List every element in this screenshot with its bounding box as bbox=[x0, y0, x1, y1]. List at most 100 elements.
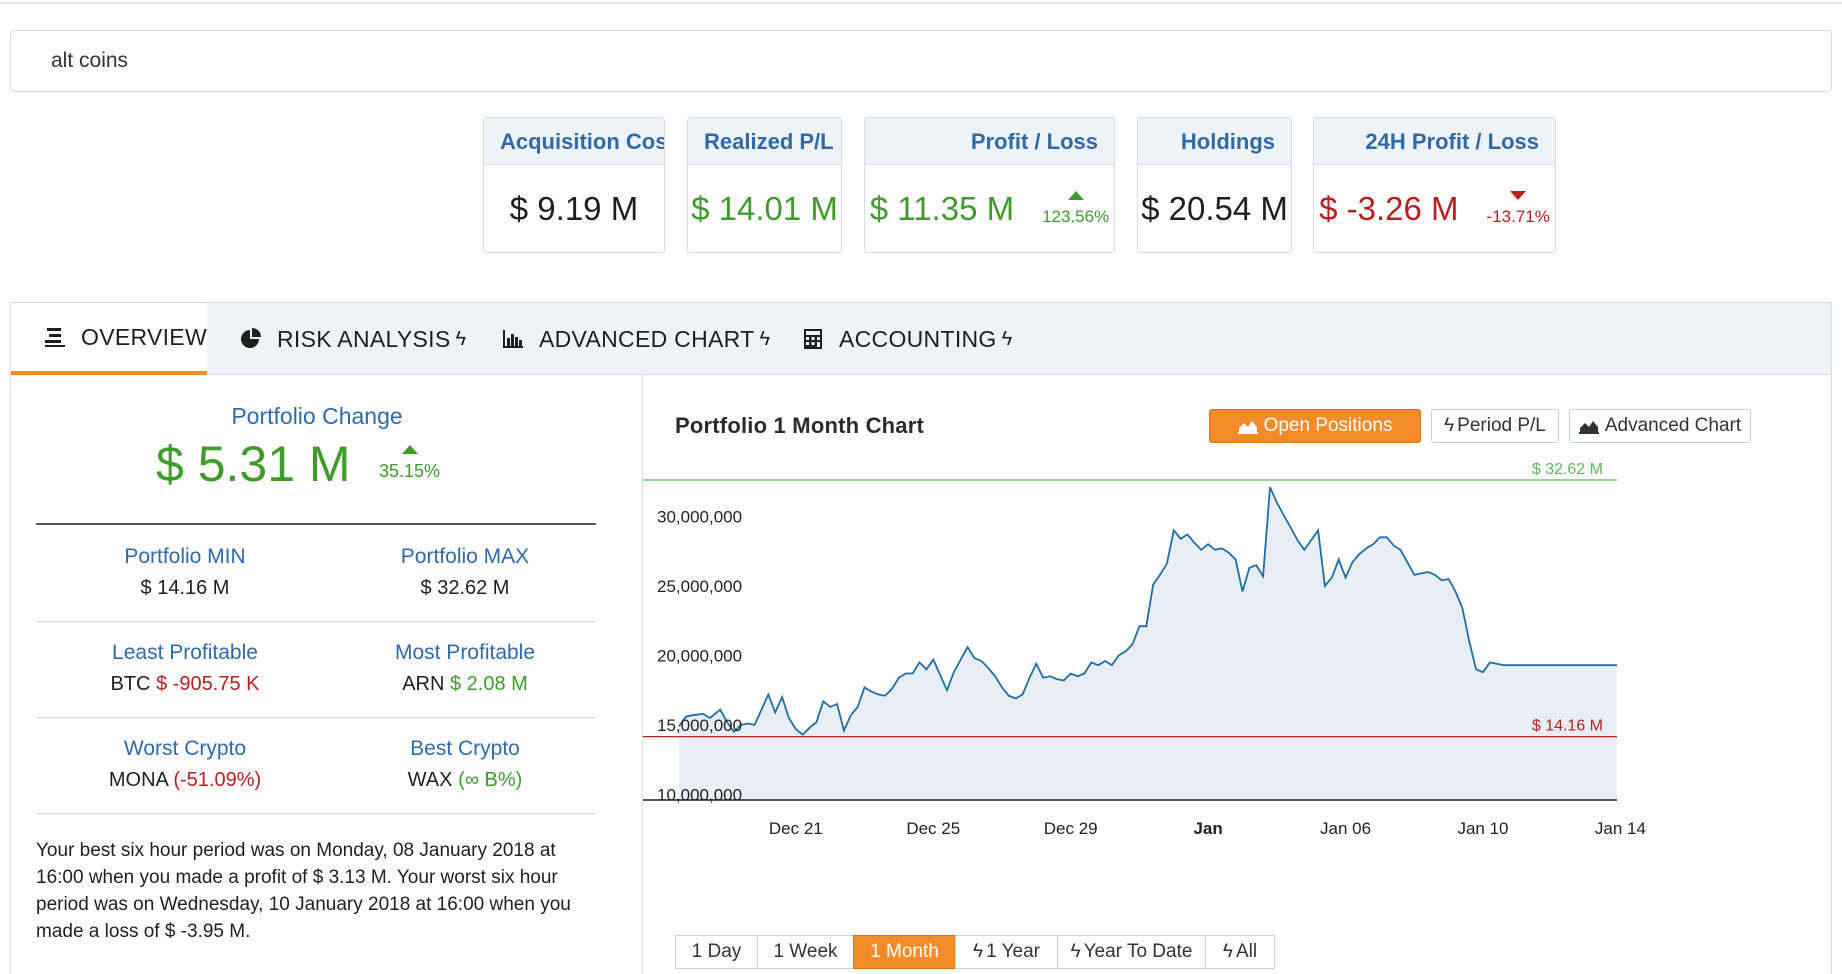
triangle-up-icon bbox=[401, 445, 418, 454]
pie-chart-icon bbox=[241, 328, 261, 348]
stat-most-profitable: Most Profitable ARN $ 2.08 M bbox=[325, 641, 605, 696]
bolt-icon: ϟ bbox=[973, 941, 984, 962]
series-area bbox=[679, 487, 1617, 800]
card-change-pct: 123.56% bbox=[1042, 207, 1110, 226]
y-tick-label: 25,000,000 bbox=[657, 577, 742, 596]
card-change: 123.56% bbox=[1042, 191, 1109, 227]
portfolio-change-value: $ 5.31 M bbox=[156, 436, 351, 492]
card-holdings: Holdings $ 20.54 M bbox=[1137, 117, 1292, 253]
main-panel: OVERVIEW RISK ANALYSIS ϟ ADVANCED CHART … bbox=[10, 302, 1832, 974]
card-label: Holdings bbox=[1138, 118, 1291, 165]
range-selector: 1 Day 1 Week 1 Month ϟ 1 Year ϟ Year To … bbox=[675, 935, 1275, 969]
stat-best-crypto: Best Crypto WAX (∞ B%) bbox=[325, 737, 605, 792]
period-pl-button[interactable]: ϟ Period P/L bbox=[1431, 409, 1559, 443]
card-label: Profit / Loss bbox=[865, 118, 1114, 165]
range-label: 1 Week bbox=[773, 941, 838, 962]
range-1-year-button[interactable]: ϟ 1 Year bbox=[955, 935, 1057, 969]
tab-overview[interactable]: OVERVIEW bbox=[11, 303, 207, 375]
stat-label: Best Crypto bbox=[410, 737, 520, 760]
range-year-to-date-button[interactable]: ϟ Year To Date bbox=[1057, 935, 1205, 969]
triangle-down-icon bbox=[1510, 191, 1527, 200]
card-24h-profit-loss: 24H Profit / Loss $ -3.26 M -13.71% bbox=[1313, 117, 1556, 253]
bar-chart-icon bbox=[503, 330, 523, 348]
stat-label: Most Profitable bbox=[394, 641, 536, 664]
stat-label: Least Profitable bbox=[112, 641, 258, 664]
overview-column: Portfolio Change $ 5.31 M 35.15% Portfol… bbox=[11, 375, 643, 974]
stat-value: $ -905.75 K bbox=[156, 673, 260, 695]
tab-label: OVERVIEW bbox=[81, 323, 207, 350]
x-tick-label: Jan bbox=[1193, 819, 1222, 838]
period-summary-text: Your best six hour period was on Monday,… bbox=[36, 840, 571, 942]
tab-accounting[interactable]: ACCOUNTING ϟ bbox=[801, 303, 1013, 375]
area-chart-icon bbox=[1578, 421, 1599, 434]
x-tick-label: Dec 29 bbox=[1044, 819, 1098, 838]
bolt-icon: ϟ bbox=[1222, 941, 1233, 962]
card-change-pct: -13.71% bbox=[1486, 207, 1550, 226]
card-acquisition-cost: Acquisition Cost $ 9.19 M bbox=[483, 117, 665, 253]
portfolio-change-pct-value: 35.15% bbox=[379, 461, 441, 481]
y-tick-label: 20,000,000 bbox=[657, 646, 742, 665]
chart-plot-area: $ 32.62 M $ 14.16 M 10,000,000 15,000,000 20… bbox=[643, 461, 1646, 838]
advanced-chart-button[interactable]: Advanced Chart bbox=[1569, 409, 1751, 443]
chart-column: Portfolio 1 Month Chart Open Positions ϟ… bbox=[643, 375, 1831, 974]
area-chart-icon bbox=[1237, 421, 1258, 434]
x-tick-label: Jan 14 bbox=[1595, 819, 1646, 838]
portfolio-change-pct: 35.15% bbox=[379, 445, 440, 482]
divider bbox=[36, 523, 596, 525]
tab-bar: OVERVIEW RISK ANALYSIS ϟ ADVANCED CHART … bbox=[11, 303, 1831, 375]
chart-title: Portfolio 1 Month Chart bbox=[675, 413, 925, 438]
stat-coin: BTC bbox=[110, 673, 151, 695]
stat-value: (∞ B%) bbox=[458, 769, 523, 791]
range-1-day-button[interactable]: 1 Day bbox=[675, 935, 757, 969]
divider bbox=[36, 813, 596, 814]
card-value: $ 20.54 M bbox=[1141, 190, 1288, 227]
range-label: Year To Date bbox=[1083, 941, 1193, 962]
range-1-week-button[interactable]: 1 Week bbox=[757, 935, 853, 969]
series-line bbox=[678, 486, 1617, 736]
bolt-icon: ϟ bbox=[1444, 415, 1455, 436]
range-label: 1 Month bbox=[870, 941, 939, 962]
stat-label: Portfolio MAX bbox=[400, 545, 530, 568]
tab-label: RISK ANALYSIS bbox=[277, 325, 451, 352]
range-label: All bbox=[1235, 941, 1258, 962]
top-divider bbox=[0, 0, 1842, 4]
tab-label: ACCOUNTING bbox=[839, 325, 997, 352]
max-reference-label: $ 32.62 M bbox=[1532, 461, 1603, 478]
range-1-month-button[interactable]: 1 Month bbox=[853, 935, 955, 969]
portfolio-change-label: Portfolio Change bbox=[231, 403, 403, 429]
card-label: Acquisition Cost bbox=[484, 118, 664, 165]
stat-label: Portfolio MIN bbox=[124, 545, 246, 568]
card-label: 24H Profit / Loss bbox=[1314, 118, 1555, 165]
stat-coin: WAX bbox=[407, 769, 453, 791]
range-label: 1 Day bbox=[691, 941, 742, 962]
triangle-up-icon bbox=[1067, 191, 1084, 200]
y-tick-label: 10,000,000 bbox=[657, 785, 742, 804]
button-label: Advanced Chart bbox=[1604, 415, 1742, 436]
tab-risk-analysis[interactable]: RISK ANALYSIS ϟ bbox=[239, 303, 466, 375]
x-tick-label: Dec 25 bbox=[906, 819, 960, 838]
range-all-button[interactable]: ϟ All bbox=[1205, 935, 1275, 969]
portfolio-chart: $ 32.62 M $ 14.16 M 10,000,000 15,000,000 20… bbox=[643, 461, 1646, 838]
stat-coin: MONA bbox=[108, 769, 168, 791]
open-positions-button[interactable]: Open Positions bbox=[1209, 409, 1421, 443]
card-realized-pl: Realized P/L $ 14.01 M bbox=[687, 117, 842, 253]
portfolio-search-input[interactable] bbox=[11, 31, 1831, 91]
bolt-icon: ϟ bbox=[759, 327, 771, 350]
bolt-icon: ϟ bbox=[455, 327, 467, 350]
stat-value: (-51.09%) bbox=[173, 769, 262, 791]
stat-portfolio-min: Portfolio MIN $ 14.16 M bbox=[45, 545, 325, 600]
card-value: $ 14.01 M bbox=[691, 190, 838, 227]
stat-portfolio-max: Portfolio MAX $ 32.62 M bbox=[325, 545, 605, 600]
x-tick-label: Jan 06 bbox=[1320, 819, 1371, 838]
x-tick-label: Jan 10 bbox=[1457, 819, 1508, 838]
range-label: 1 Year bbox=[986, 941, 1040, 962]
stat-value: $ 32.62 M bbox=[420, 577, 510, 599]
button-label: Period P/L bbox=[1457, 415, 1546, 436]
stat-worst-crypto: Worst Crypto MONA (-51.09%) bbox=[45, 737, 325, 792]
y-tick-label: 30,000,000 bbox=[657, 507, 742, 526]
divider bbox=[36, 621, 596, 622]
card-change: -13.71% bbox=[1487, 191, 1550, 227]
portfolio-search-box[interactable] bbox=[10, 30, 1832, 92]
stat-least-profitable: Least Profitable BTC $ -905.75 K bbox=[45, 641, 325, 696]
tab-advanced-chart[interactable]: ADVANCED CHART ϟ bbox=[501, 303, 770, 375]
